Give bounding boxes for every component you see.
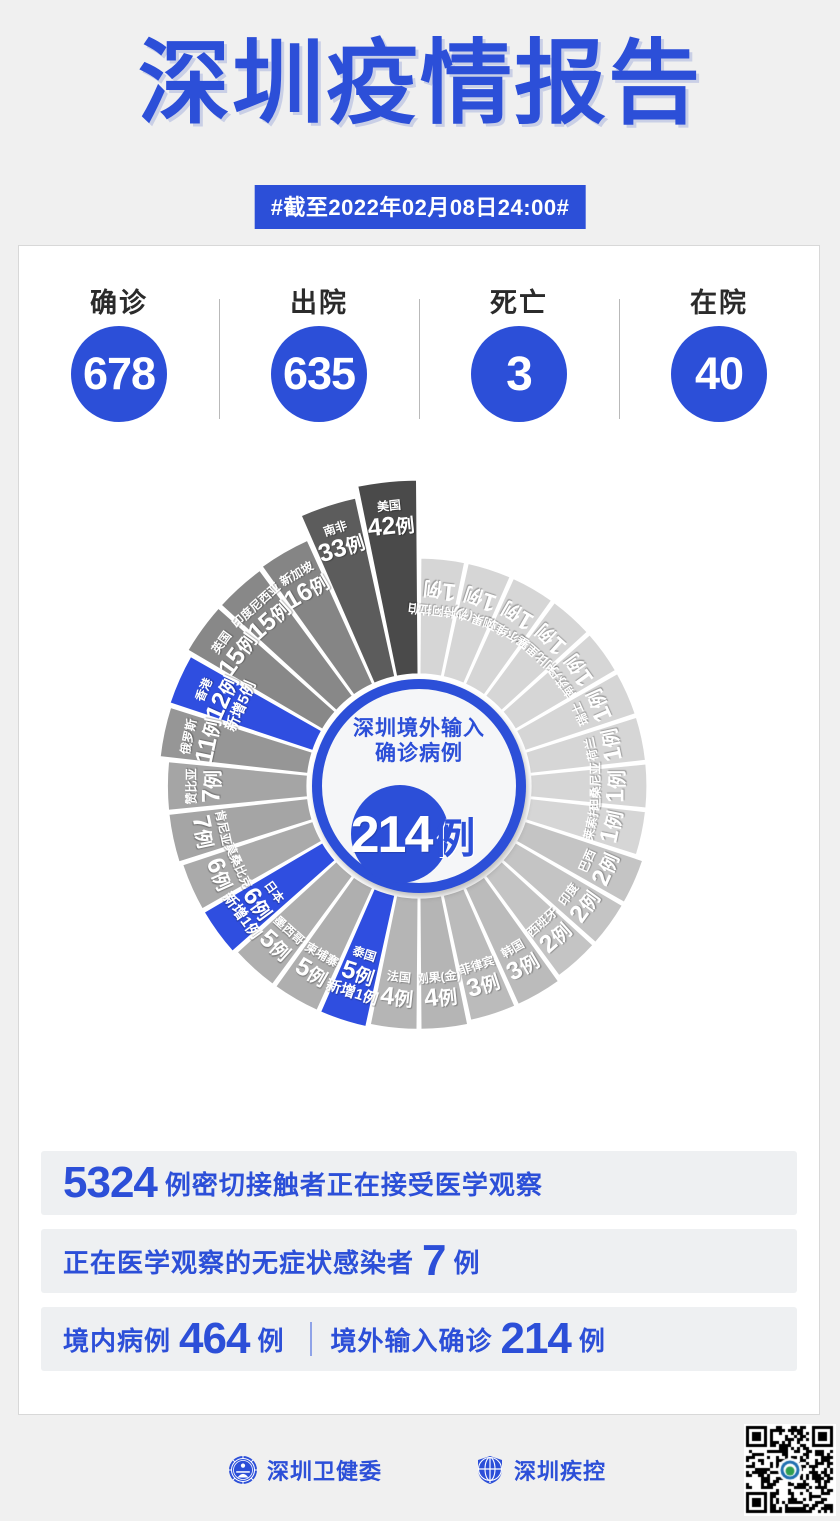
chart-segment-26: [484, 601, 589, 712]
org-name: 深圳疾控: [514, 1459, 607, 1484]
chart-center-hub: 深圳境外输入 确诊病例 214 例: [312, 679, 526, 893]
hub-number-wrap: 214 例: [322, 785, 520, 885]
chart-segment-14: [369, 895, 419, 1031]
asymptomatic-text: 正在医学观察的无症状感染者: [63, 1247, 415, 1278]
stat-value-bubble: 40: [671, 326, 767, 422]
chart-segment-16: [442, 887, 516, 1022]
org-name: 深圳卫健委: [267, 1459, 383, 1484]
chart-segment-1: [300, 497, 396, 685]
hub-title: 深圳境外输入 确诊病例: [353, 717, 485, 767]
stat-value-bubble: 3: [471, 326, 567, 422]
chart-segment-2: [261, 539, 374, 696]
chart-segment-12: [274, 876, 374, 1012]
stat-discharged: 出院 635: [219, 281, 419, 436]
imported-label: 境外输入确诊: [330, 1325, 493, 1356]
org-shenzhen-cdc: 深圳疾控: [475, 1454, 606, 1486]
chart-segment-0: [357, 479, 419, 677]
chart-segment-3: [220, 569, 354, 712]
chart-segment-24: [515, 672, 637, 752]
hub-total-unit: 例: [433, 814, 476, 862]
chart-segment-25: [501, 633, 617, 731]
asymptomatic-count: 7: [422, 1236, 447, 1285]
qr-code[interactable]: [744, 1424, 836, 1516]
imported-count: 214: [500, 1314, 571, 1363]
report-card: 确诊 678 出院 635 死亡 3 在院 40 美国 42例 南非 33例 新加坡 16…: [18, 245, 820, 1415]
chart-segment-29: [419, 557, 466, 677]
stat-label: 确诊: [90, 288, 148, 318]
info-bar-asymptomatic: 正在医学观察的无症状感染者 7 例: [41, 1229, 797, 1293]
chart-segment-10: [203, 841, 337, 953]
chart-segment-17: [464, 876, 560, 1006]
chart-segment-15: [419, 895, 469, 1031]
chart-segment-5: [169, 655, 323, 752]
page-footer: 深圳卫健委 深圳疾控: [0, 1430, 840, 1521]
chart-segment-28: [442, 562, 511, 685]
page-title: 深圳疫情报告: [137, 33, 702, 135]
chart-segment-8: [168, 797, 313, 863]
stat-label: 死亡: [490, 288, 548, 318]
stat-value-bubble: 635: [271, 326, 367, 422]
chart-segment-18: [484, 860, 594, 977]
summary-stats: 确诊 678 出院 635 死亡 3 在院 40: [19, 281, 819, 436]
info-bar-domestic-imported: 境内病例 464 例 境外输入确诊 214 例: [41, 1307, 797, 1371]
page-header: 深圳疫情报告 #截至2022年02月08日24:00#: [0, 0, 840, 245]
hub-face: 深圳境外输入 确诊病例 214 例: [320, 687, 518, 885]
close-contacts-text: 例密切接触者正在接受医学观察: [164, 1169, 543, 1200]
chart-segment-11: [236, 860, 354, 986]
hub-number-disc: [351, 785, 449, 883]
domestic-unit: 例: [257, 1325, 285, 1356]
chart-segment-7: [166, 761, 309, 811]
chart-segment-27: [464, 577, 553, 696]
chart-segment-19: [501, 841, 624, 944]
stat-value-bubble: 678: [71, 326, 167, 422]
info-bars: 5324 例密切接触者正在接受医学观察 正在医学观察的无症状感染者 7 例 境内…: [41, 1151, 797, 1385]
hub-title-line1: 深圳境外输入: [353, 717, 485, 740]
chart-segment-6: [159, 706, 313, 775]
health-commission-seal-icon: [228, 1455, 258, 1485]
chart-segment-20: [515, 820, 644, 904]
domestic-count: 464: [179, 1314, 250, 1363]
stat-confirmed: 确诊 678: [19, 281, 219, 436]
close-contacts-count: 5324: [63, 1158, 158, 1207]
imported-cases-radial-chart: 美国 42例 南非 33例 新加坡 16例 印度尼西亚 15例 英国 15例 香港 12例 新增5例 俄罗…: [19, 441, 819, 1141]
info-bar-divider: [310, 1322, 313, 1356]
chart-segment-22: [529, 763, 648, 809]
chart-segment-9: [181, 820, 323, 910]
asymptomatic-unit: 例: [453, 1247, 481, 1278]
domestic-label: 境内病例: [63, 1325, 172, 1356]
chart-segment-4: [187, 607, 337, 731]
cdc-shield-icon: [477, 1456, 503, 1484]
info-bar-close-contacts: 5324 例密切接触者正在接受医学观察: [41, 1151, 797, 1215]
hub-total-number: 214: [350, 806, 434, 864]
stat-label: 出院: [290, 288, 348, 318]
hub-title-line2: 确诊病例: [375, 741, 463, 765]
org-shenzhen-health-commission: 深圳卫健委: [228, 1454, 382, 1486]
radial-chart-svg: [159, 479, 648, 1031]
chart-segment-21: [525, 797, 647, 856]
chart-segment-23: [525, 716, 647, 775]
stat-label: 在院: [690, 288, 748, 318]
stat-in-hospital: 在院 40: [619, 281, 819, 436]
report-date-badge: #截至2022年02月08日24:00#: [254, 185, 586, 229]
stat-deaths: 死亡 3: [419, 281, 619, 436]
imported-unit: 例: [578, 1325, 606, 1356]
chart-segment-13: [319, 887, 396, 1028]
